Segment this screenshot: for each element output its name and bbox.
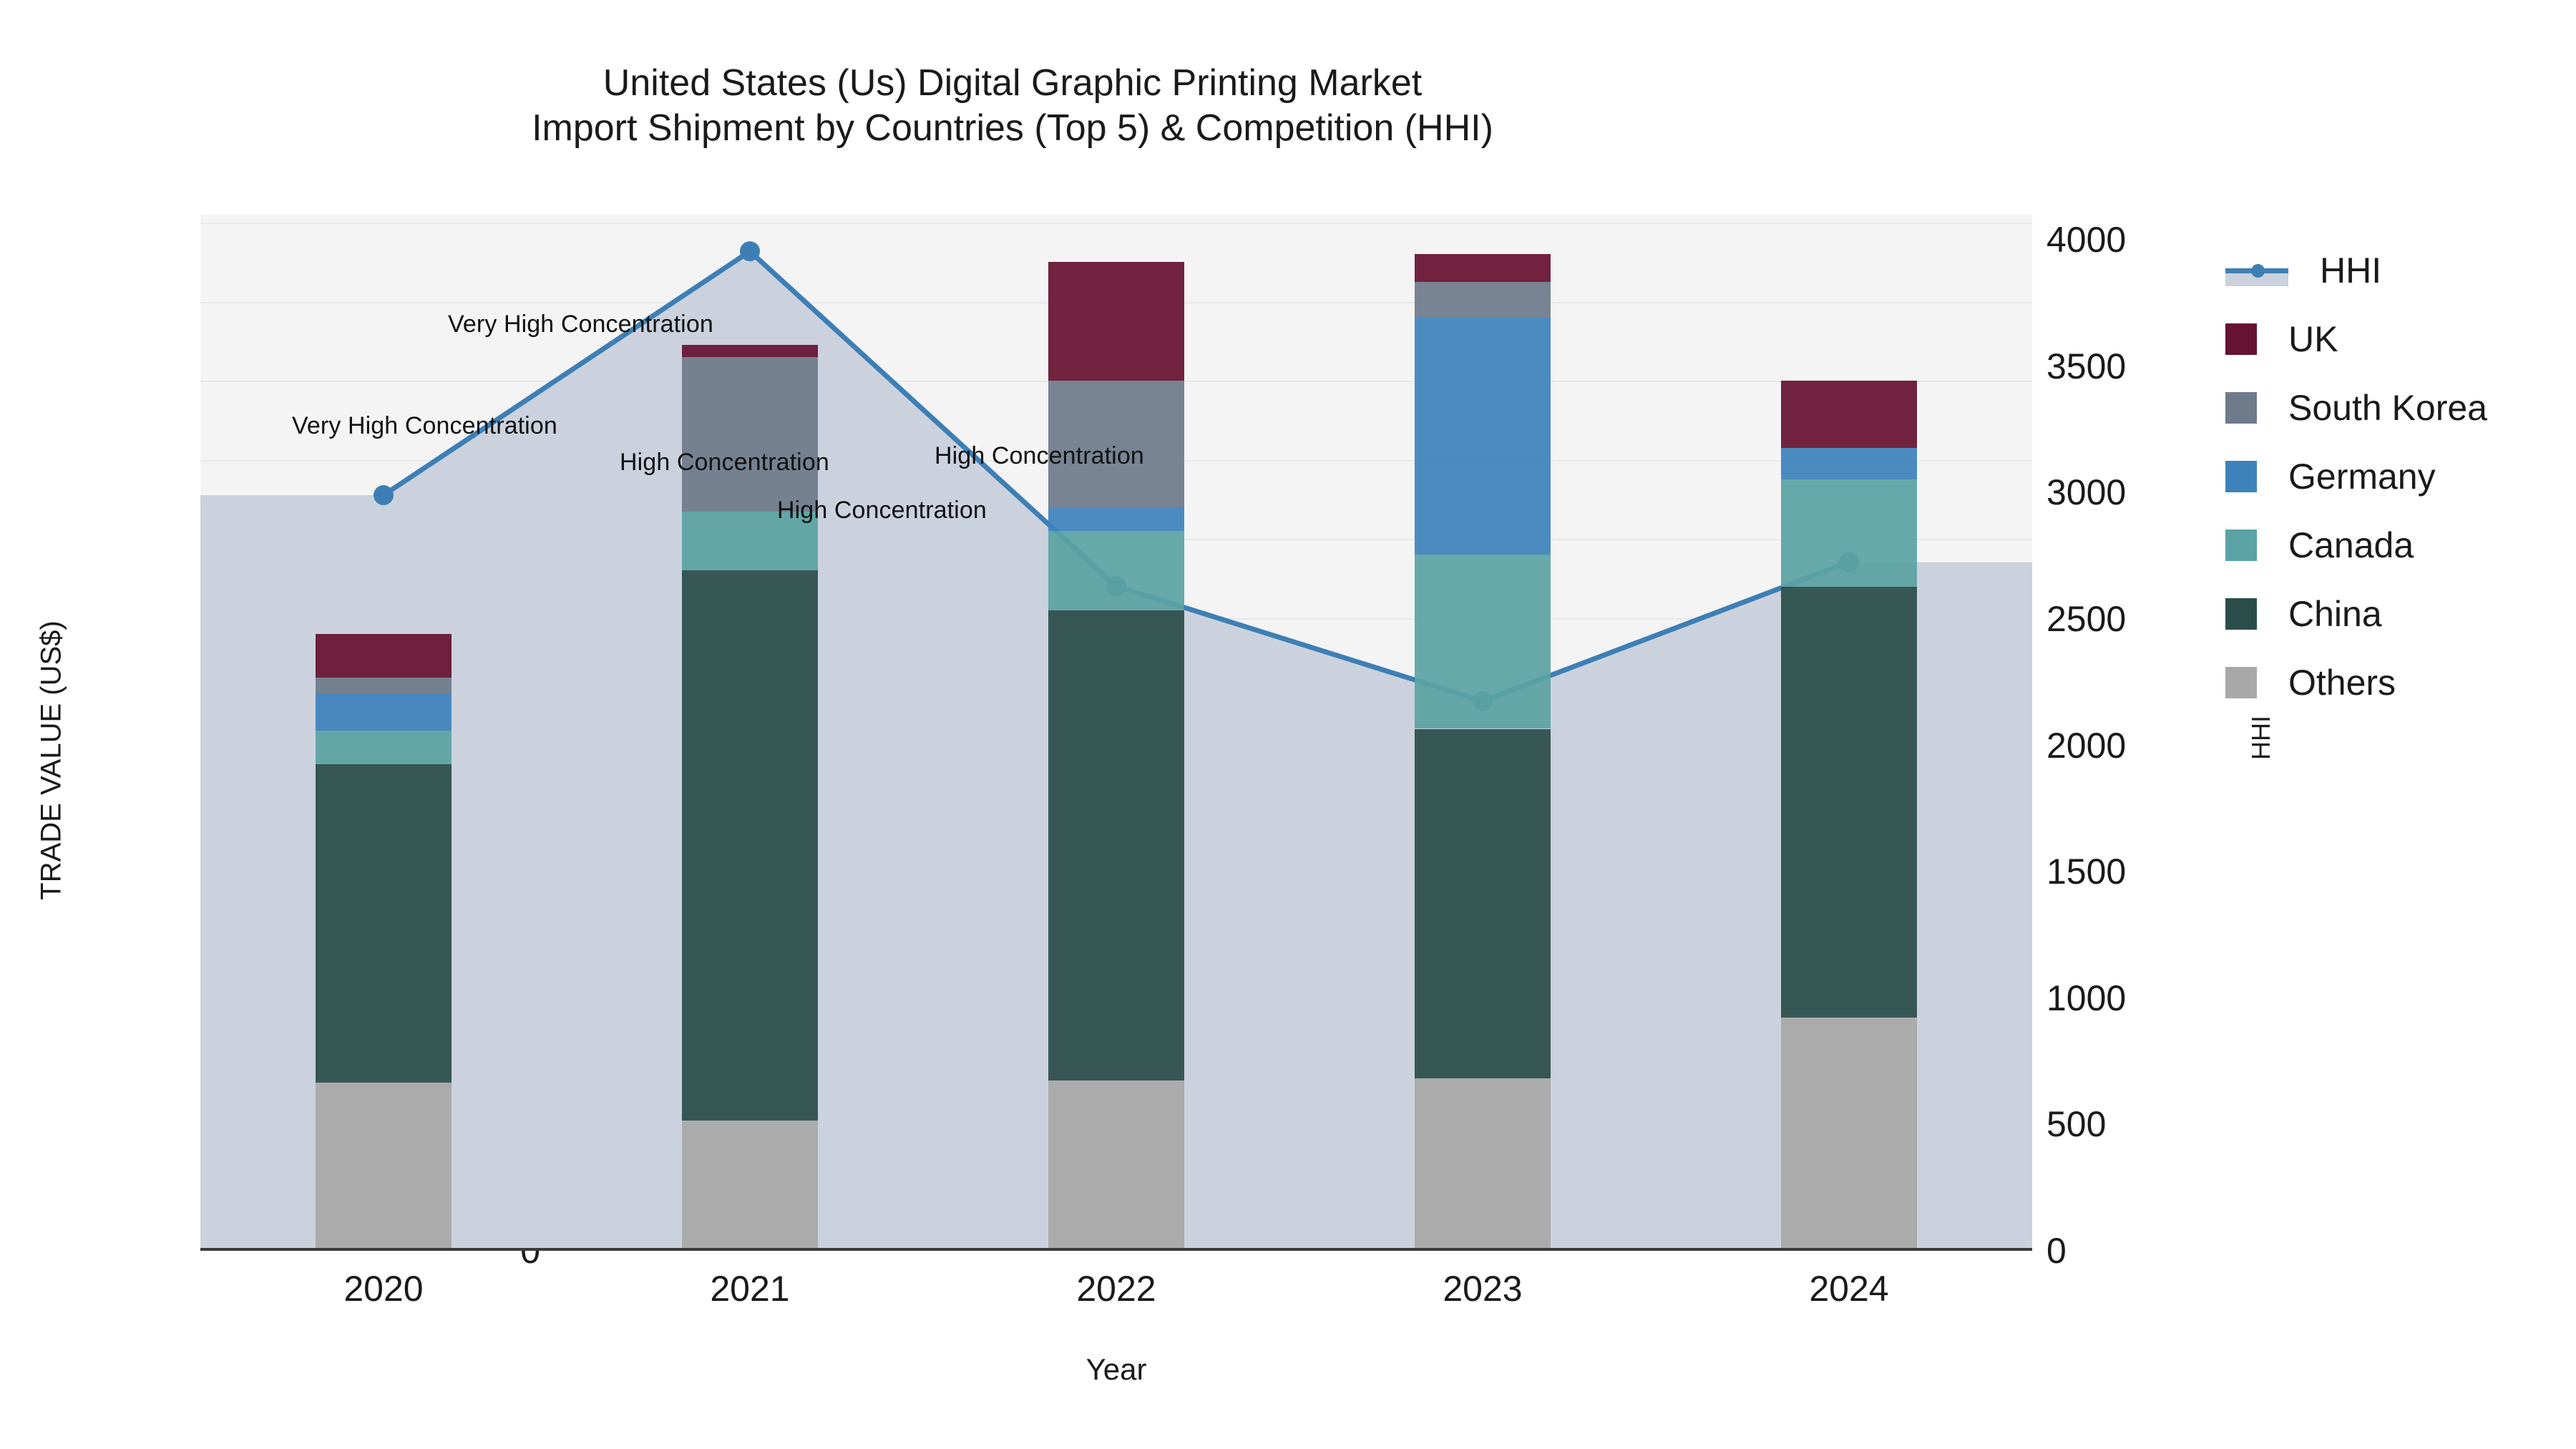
y2-axis-tick-label: 3500 — [2046, 346, 2127, 386]
legend-label: Germany — [2288, 457, 2436, 497]
hhi-data-point[interactable] — [740, 241, 760, 262]
legend-item-hhi[interactable]: HHI — [2225, 236, 2562, 305]
bar-stack-2020[interactable] — [316, 215, 452, 1251]
x-axis-tick-label: 2022 — [1076, 1269, 1156, 1309]
x-axis-tick-label: 2024 — [1809, 1269, 1889, 1309]
bar-segment-germany[interactable] — [1781, 448, 1917, 480]
bar-segment-china[interactable] — [1048, 610, 1184, 1081]
legend-swatch-icon — [2225, 323, 2257, 355]
legend-label: South Korea — [2288, 388, 2487, 428]
legend-label: China — [2288, 594, 2382, 634]
bar-segment-china[interactable] — [682, 570, 818, 1121]
legend: HHI UK South Korea Germany Canada China Others — [2225, 236, 2562, 717]
chart-title-line-2: Import Shipment by Countries (Top 5) & C… — [532, 107, 1493, 150]
legend-swatch-icon — [2225, 667, 2257, 698]
bar-stack-2023[interactable] — [1415, 215, 1551, 1251]
bar-stack-2022[interactable] — [1048, 215, 1184, 1251]
y2-axis-tick-label: 0 — [2046, 1231, 2067, 1271]
y2-axis-tick-label: 1500 — [2046, 852, 2127, 892]
bar-segment-china[interactable] — [1415, 728, 1551, 1079]
x-axis-label: Year — [1085, 1352, 1147, 1386]
bar-stack-2021[interactable] — [682, 215, 818, 1251]
chart-title: United States (Us) Digital Graphic Print… — [0, 61, 2025, 152]
bar-segment-others[interactable] — [1781, 1017, 1917, 1251]
legend-label: Canada — [2288, 525, 2414, 565]
y2-axis-tick-label: 3000 — [2046, 472, 2127, 513]
bar-segment-others[interactable] — [1415, 1078, 1551, 1251]
bar-segment-canada[interactable] — [316, 730, 452, 765]
legend-item-south-korea[interactable]: South Korea — [2225, 374, 2562, 442]
x-axis-tick-label: 2021 — [710, 1269, 790, 1309]
y2-axis-tick-label: 2500 — [2046, 599, 2127, 640]
hhi-annotation: High Concentration — [777, 497, 987, 524]
legend-item-germany[interactable]: Germany — [2225, 442, 2562, 511]
hhi-annotation: Very High Concentration — [292, 412, 557, 439]
bar-segment-germany[interactable] — [1415, 317, 1551, 555]
legend-line-marker-icon — [2225, 255, 2288, 286]
bar-segment-others[interactable] — [1048, 1080, 1184, 1251]
bar-segment-uk[interactable] — [1781, 381, 1917, 449]
legend-swatch-icon — [2225, 392, 2257, 424]
legend-label: UK — [2288, 319, 2338, 359]
chart-title-line-1: United States (Us) Digital Graphic Print… — [602, 62, 1423, 104]
bar-segment-south-korea[interactable] — [316, 677, 452, 693]
bar-segment-canada[interactable] — [1415, 555, 1551, 729]
bar-segment-others[interactable] — [682, 1120, 818, 1251]
y2-axis-tick-label: 4000 — [2046, 220, 2127, 260]
legend-item-canada[interactable]: Canada — [2225, 511, 2562, 580]
y2-axis-tick-label: 2000 — [2046, 725, 2127, 766]
x-axis-tick-label: 2023 — [1443, 1269, 1523, 1309]
legend-swatch-icon — [2225, 530, 2257, 561]
x-axis-tick-label: 2020 — [343, 1269, 424, 1309]
bar-stack-2024[interactable] — [1781, 215, 1917, 1251]
bar-segment-south-korea[interactable] — [1048, 381, 1184, 507]
legend-label: HHI — [2320, 250, 2382, 291]
legend-item-uk[interactable]: UK — [2225, 305, 2562, 374]
bar-segment-canada[interactable] — [1781, 479, 1917, 587]
hhi-annotation: High Concentration — [935, 442, 1144, 469]
bar-segment-uk[interactable] — [682, 345, 818, 357]
bar-segment-uk[interactable] — [316, 633, 452, 678]
hhi-data-point[interactable] — [374, 485, 394, 506]
legend-item-china[interactable]: China — [2225, 580, 2562, 648]
legend-item-others[interactable]: Others — [2225, 648, 2562, 717]
bar-segment-south-korea[interactable] — [1415, 281, 1551, 318]
bar-segment-canada[interactable] — [1048, 531, 1184, 610]
bar-segment-germany[interactable] — [1048, 507, 1184, 532]
bar-segment-others[interactable] — [316, 1082, 452, 1251]
plot-area: Very High Concentration Very High Concent… — [200, 215, 2032, 1252]
legend-label: Others — [2288, 663, 2396, 703]
legend-swatch-icon — [2225, 461, 2257, 492]
bar-segment-uk[interactable] — [1048, 262, 1184, 381]
y2-axis-tick-label: 1000 — [2046, 977, 2127, 1018]
bar-segment-uk[interactable] — [1415, 254, 1551, 282]
hhi-annotation: Very High Concentration — [448, 311, 713, 338]
y-axis-label: TRADE VALUE (US$) — [35, 620, 67, 900]
legend-swatch-icon — [2225, 598, 2257, 630]
bar-segment-south-korea[interactable] — [682, 356, 818, 512]
y2-axis-tick-label: 500 — [2046, 1104, 2107, 1145]
bar-segment-canada[interactable] — [682, 511, 818, 571]
x-axis-line — [200, 1248, 2032, 1251]
bar-segment-china[interactable] — [1781, 586, 1917, 1018]
bar-segment-china[interactable] — [316, 764, 452, 1083]
gridline — [200, 223, 2032, 225]
hhi-annotation: High Concentration — [620, 449, 829, 476]
bar-segment-germany[interactable] — [316, 693, 452, 731]
